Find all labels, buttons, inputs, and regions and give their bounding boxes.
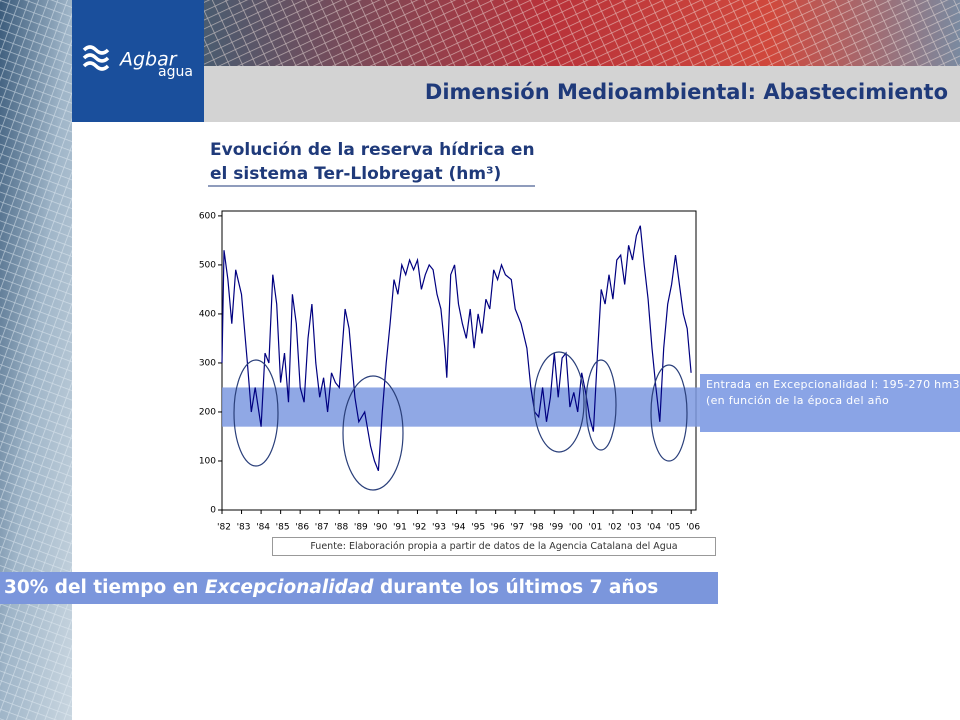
logo-box	[72, 0, 204, 122]
ellipse	[585, 359, 617, 451]
chart-title: Evolución de la reserva hídrica en	[210, 140, 535, 160]
x-tick-label: '01	[588, 523, 602, 533]
ellipse	[650, 364, 688, 462]
y-tick-label: 600	[199, 211, 216, 221]
x-tick-label: '04	[647, 523, 661, 533]
logo-subtext: agua	[158, 64, 193, 80]
ellipse	[233, 359, 279, 467]
annotation: Entrada en Excepcionalidad I: 195-270 hm…	[700, 374, 960, 432]
chart-title: el sistema Ter-Llobregat (hm³)	[210, 164, 501, 184]
x-tick-label: '83	[237, 523, 251, 533]
x-tick-label: '87	[315, 523, 329, 533]
x-tick-label: '02	[608, 523, 622, 533]
x-tick-label: '00	[569, 523, 583, 533]
x-tick-label: '82	[217, 523, 231, 533]
top-photo-texture	[204, 0, 960, 66]
banner-text: Excepcionalidad	[204, 577, 374, 598]
x-tick-label: '86	[295, 523, 309, 533]
x-tick-label: '96	[491, 523, 505, 533]
ellipse	[533, 351, 585, 453]
x-tick-label: '91	[393, 523, 407, 533]
plot-frame	[221, 210, 697, 511]
data-line	[221, 225, 692, 472]
x-tick-label: '93	[432, 523, 446, 533]
x-tick-label: '89	[354, 523, 368, 533]
x-tick-label: '97	[510, 523, 524, 533]
page-title: Dimensión Medioambiental: Abastecimiento	[425, 80, 948, 104]
banner-text: 30% del tiempo en	[4, 577, 205, 598]
x-tick-label: '84	[256, 523, 270, 533]
source-box: Fuente: Elaboración propia a partir de d…	[272, 537, 716, 556]
y-tick-label: 100	[199, 456, 216, 466]
y-tick-label: 200	[199, 407, 216, 417]
y-tick-label: 400	[199, 309, 216, 319]
x-tick-label: '92	[412, 523, 426, 533]
x-tick-label: '88	[334, 523, 348, 533]
title-bar	[204, 66, 960, 122]
x-tick-label: '99	[549, 523, 563, 533]
x-tick-label: '98	[530, 523, 544, 533]
banner-text: durante los últimos 7 años	[373, 577, 659, 598]
x-tick-label: '94	[452, 523, 466, 533]
logo-text: Agbar	[118, 49, 178, 71]
ellipse	[342, 375, 404, 491]
side-photo-texture	[0, 0, 72, 720]
x-tick-label: '90	[373, 523, 387, 533]
logo-icon	[82, 45, 110, 71]
x-tick-label: '85	[276, 523, 290, 533]
y-tick-label: 500	[199, 260, 216, 270]
x-tick-label: '06	[686, 523, 700, 533]
y-tick-label: 300	[199, 358, 216, 368]
threshold-band	[222, 387, 700, 427]
x-tick-label: '05	[667, 523, 681, 533]
x-tick-label: '03	[628, 523, 642, 533]
x-tick-label: '95	[471, 523, 485, 533]
banner: 30% del tiempo en Excepcionalidad durant…	[0, 572, 718, 604]
ellipses	[233, 351, 688, 491]
y-tick-label: 0	[210, 506, 216, 516]
